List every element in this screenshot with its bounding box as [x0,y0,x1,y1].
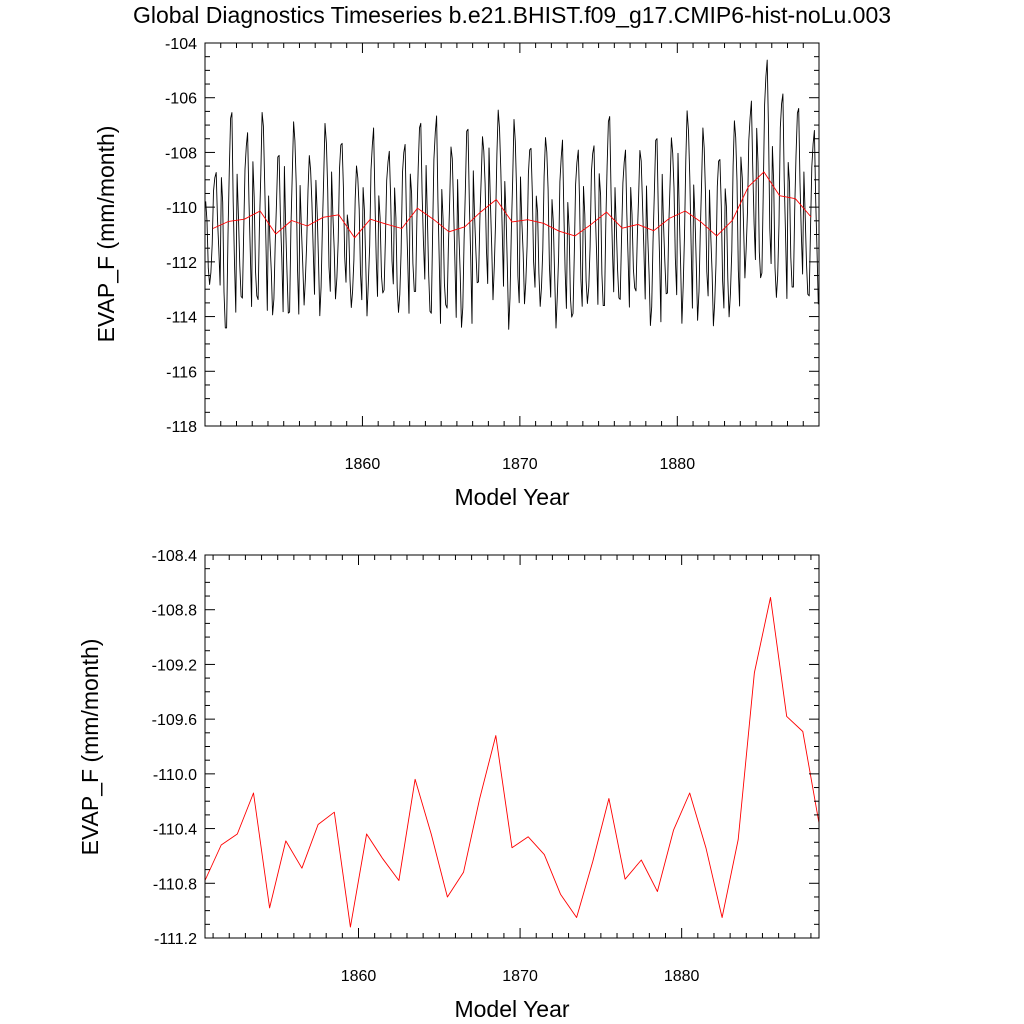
top-y-tick-label: -110 [166,200,197,217]
bottom-ticks-group: -111.2 -110.8 -110.4 -110.0 -109.6 -109.2 -108… [152,548,819,985]
bottom-series-annual-mean [204,596,820,928]
top-x-tick-label: 1870 [502,456,538,473]
bottom-y-tick-label: -110.4 [153,822,197,839]
bottom-x-tick-label: 1870 [502,968,538,985]
top-plot-frame [204,42,820,427]
bottom-panel: -111.2 -110.8 -110.4 -110.0 -109.6 -109.2 -108… [77,548,820,1022]
bottom-x-tick-label: 1880 [664,968,700,985]
bottom-plot-frame [204,554,820,939]
bottom-y-tick-label: -109.2 [152,657,197,674]
top-y-tick-label: -114 [166,310,197,327]
top-y-tick-label: -108 [165,145,197,162]
top-y-tick-label: -116 [166,364,197,381]
top-x-tick-label: 1880 [660,456,696,473]
bottom-y-tick-label: -110.0 [153,767,197,784]
top-y-tick-label: -112 [166,255,197,272]
bottom-series-group [204,596,820,928]
bottom-y-tick-label: -109.6 [152,712,197,729]
top-y-tick-label: -106 [165,91,197,108]
top-panel: Global Diagnostics Timeseries b.e21.BHIS… [93,2,891,510]
top-y-tick-label: -118 [166,419,197,436]
bottom-y-tick-label: -108.8 [152,603,197,620]
top-x-tick-label: 1860 [345,456,381,473]
chart-title: Global Diagnostics Timeseries b.e21.BHIS… [133,2,891,28]
top-x-axis-label: Model Year [454,484,569,510]
bottom-y-tick-label: -110.8 [153,876,197,893]
top-y-axis-label: EVAP_F (mm/month) [93,126,119,343]
bottom-y-axis-label: EVAP_F (mm/month) [77,639,103,856]
top-series-annual-mean [212,171,812,239]
bottom-x-tick-label: 1860 [341,968,377,985]
bottom-y-tick-label: -108.4 [152,548,197,565]
top-series-group [205,59,819,330]
top-y-tick-label: -104 [165,36,197,53]
top-series-monthly [205,59,819,330]
bottom-y-tick-label: -111.2 [154,931,197,948]
bottom-x-axis-label: Model Year [454,996,569,1022]
